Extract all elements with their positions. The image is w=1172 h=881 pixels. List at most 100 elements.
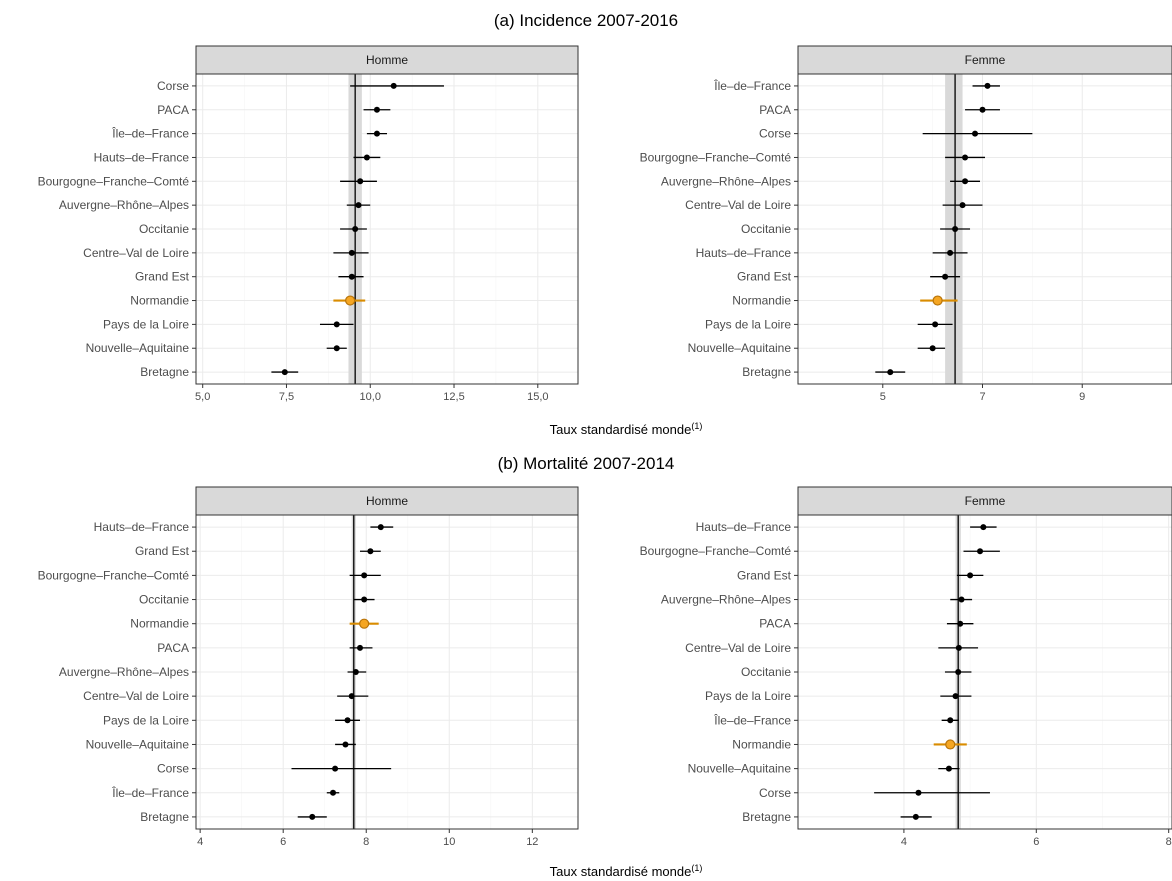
data-point [342,741,349,748]
category-label: Bourgogne–Franche–Comté [640,544,792,558]
data-point [947,249,954,256]
panel-strip [797,486,1172,516]
category-label: Occitanie [139,222,189,236]
panel-border [195,514,579,830]
panel-strip-label: Homme [366,494,408,508]
x-tick-label: 6 [1033,836,1039,848]
data-point [957,620,964,627]
category-label: PACA [759,103,791,117]
data-point [348,693,355,700]
category-label: Normandie [130,294,189,308]
category-label: Centre–Val de Loire [685,198,791,212]
category-label: Nouvelle–Aquitaine [86,341,190,355]
data-point [357,644,364,651]
category-label: Île–de–France [713,78,791,93]
data-point [373,130,380,137]
x-tick-label: 6 [280,836,286,848]
data-point [352,669,359,675]
data-point [361,572,368,579]
data-point [952,693,959,700]
category-label: Corse [157,762,189,776]
category-label: Bourgogne–Franche–Comté [38,568,190,582]
x-tick-label: 4 [197,836,203,848]
panel-strip-label: Homme [366,53,408,67]
data-point [363,154,370,161]
data-point [377,524,384,531]
data-point [962,154,969,161]
category-label: PACA [157,103,189,117]
data-point [967,572,974,579]
section-a-xlabel: Taux standardisé monde(1) [550,421,703,437]
data-point [952,226,959,232]
panel-border [797,514,1172,830]
panel-1-femme: Femme Hauts–de–France Bourgogne–Franche–Co… [640,486,1172,848]
panel-border [195,73,579,385]
data-point [352,226,359,232]
panel-strip-label: Femme [965,53,1006,67]
data-point [333,345,340,352]
x-tick-label: 5,0 [195,391,210,403]
data-point [367,548,374,555]
x-tick-label: 15,0 [527,391,548,403]
data-point [958,596,965,603]
panel-strip-label: Femme [965,494,1006,508]
category-label: Île–de–France [713,712,791,727]
data-point [977,548,984,555]
category-label: Pays de la Loire [103,317,189,331]
data-point [373,106,380,113]
data-point [979,106,986,113]
category-label: Nouvelle–Aquitaine [688,762,792,776]
data-point [330,789,337,796]
x-tick-label: 5 [880,391,886,403]
category-label: Pays de la Loire [705,317,791,331]
category-label: Centre–Val de Loire [685,641,791,655]
data-point [332,765,339,772]
data-point [972,130,979,137]
data-point [348,249,355,256]
category-label: Grand Est [737,568,792,582]
data-point [361,596,368,603]
data-point [281,369,288,376]
category-label: Auvergne–Rhône–Alpes [661,174,791,188]
panel-border [797,73,1172,385]
category-label: Corse [157,79,189,93]
panel-strip [195,45,579,75]
section-a-title: (a) Incidence 2007-2016 [494,11,678,30]
data-point [912,813,919,820]
data-point [887,369,894,376]
data-point [309,813,316,820]
data-point [390,82,397,89]
data-point [959,202,966,209]
data-point [344,717,351,724]
data-point [942,273,949,280]
data-point [947,717,954,724]
x-tick-label: 8 [363,836,369,848]
category-label: Grand Est [135,544,190,558]
category-label: PACA [759,617,791,631]
category-label: Occitanie [139,593,189,607]
x-tick-label: 12,5 [443,391,464,403]
data-point [915,789,922,796]
highlight-point [932,295,943,306]
category-label: Bretagne [742,365,791,379]
category-label: Nouvelle–Aquitaine [688,341,792,355]
category-label: Normandie [130,617,189,631]
data-point [357,178,364,185]
data-point [955,669,962,675]
category-label: Île–de–France [111,126,189,141]
category-label: Auvergne–Rhône–Alpes [661,593,791,607]
data-point [984,82,991,89]
x-tick-label: 4 [901,836,907,848]
category-label: Bretagne [140,810,189,824]
category-label: Île–de–France [111,785,189,800]
panel-0-homme: Homme Corse PACA Île–de–France Hauts–de–Fran… [38,45,579,403]
data-point [980,524,987,531]
data-point [355,202,362,209]
data-point [333,321,340,328]
panel-1-homme: Homme Hauts–de–France Grand Est Bourgogne–F… [38,486,579,848]
category-label: Bourgogne–Franche–Comté [640,150,792,164]
category-label: Nouvelle–Aquitaine [86,737,190,751]
category-label: PACA [157,641,189,655]
x-tick-label: 12 [526,836,538,848]
category-label: Hauts–de–France [94,150,190,164]
